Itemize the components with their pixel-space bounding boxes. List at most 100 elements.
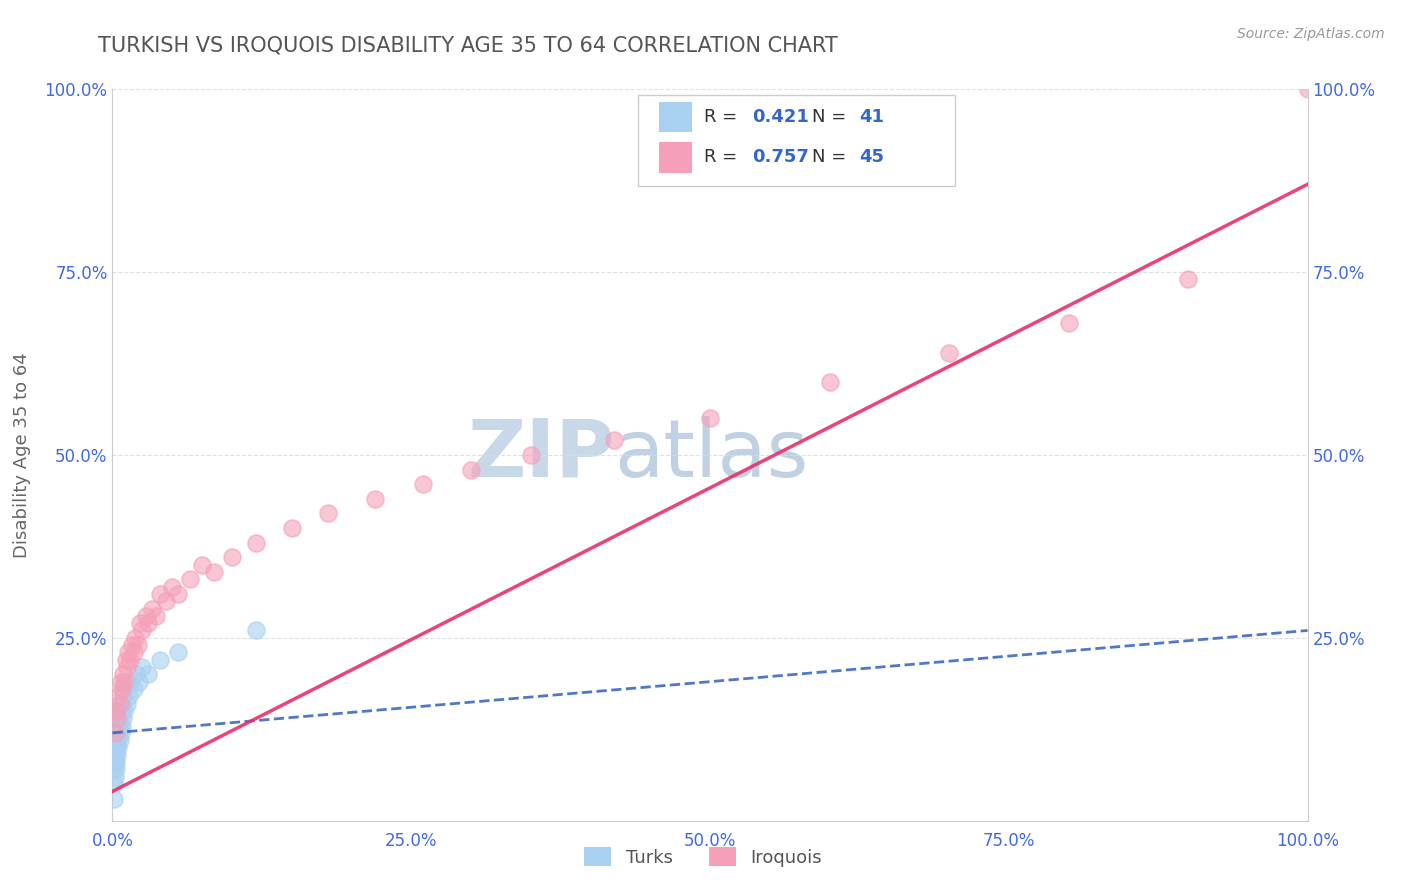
Point xyxy=(120,674,142,689)
Point xyxy=(603,434,626,448)
Point xyxy=(114,674,135,689)
Point xyxy=(1177,272,1199,286)
Y-axis label: Disability Age 35 to 64: Disability Age 35 to 64 xyxy=(13,352,31,558)
Text: N =: N = xyxy=(811,148,852,167)
Point xyxy=(104,726,127,740)
Point xyxy=(155,594,177,608)
Point xyxy=(117,645,139,659)
Point xyxy=(938,345,960,359)
Point xyxy=(120,653,142,667)
Point xyxy=(105,733,128,747)
Text: ZIP: ZIP xyxy=(467,416,614,494)
Point xyxy=(818,375,841,389)
Point xyxy=(121,638,143,652)
Text: 0.421: 0.421 xyxy=(752,108,808,126)
Point xyxy=(110,726,132,740)
Text: R =: R = xyxy=(704,108,742,126)
Point xyxy=(105,740,128,755)
Bar xyxy=(658,102,692,132)
Point xyxy=(104,755,127,769)
Point xyxy=(107,740,129,755)
Point xyxy=(112,667,135,681)
Point xyxy=(131,624,153,638)
Point xyxy=(103,791,125,805)
Point xyxy=(316,507,339,521)
Point xyxy=(221,550,243,565)
Point xyxy=(245,535,267,549)
Point xyxy=(108,704,131,718)
Point xyxy=(122,681,145,696)
Point xyxy=(122,645,145,659)
Point xyxy=(110,704,132,718)
Text: N =: N = xyxy=(811,108,852,126)
Point xyxy=(115,697,138,711)
Point xyxy=(128,674,150,689)
Point xyxy=(141,601,163,615)
Point xyxy=(105,726,128,740)
Point xyxy=(111,697,134,711)
FancyBboxPatch shape xyxy=(638,95,955,186)
Point xyxy=(145,608,167,623)
Point xyxy=(127,638,149,652)
Point xyxy=(115,660,138,674)
Point xyxy=(111,681,134,696)
Point xyxy=(108,718,131,732)
Point xyxy=(107,704,129,718)
Point xyxy=(162,580,183,594)
Point xyxy=(105,704,128,718)
Text: Source: ZipAtlas.com: Source: ZipAtlas.com xyxy=(1237,27,1385,41)
Point xyxy=(118,690,141,704)
Point xyxy=(149,587,172,601)
Point xyxy=(129,616,152,631)
Point xyxy=(131,660,153,674)
Point xyxy=(115,674,138,689)
Legend: Turks, Iroquois: Turks, Iroquois xyxy=(576,840,830,874)
Point xyxy=(191,558,214,572)
Point xyxy=(124,631,146,645)
Point xyxy=(520,448,543,462)
Point xyxy=(112,690,135,704)
Point xyxy=(103,763,125,777)
Text: TURKISH VS IROQUOIS DISABILITY AGE 35 TO 64 CORRELATION CHART: TURKISH VS IROQUOIS DISABILITY AGE 35 TO… xyxy=(98,36,838,55)
Text: atlas: atlas xyxy=(614,416,808,494)
Point xyxy=(105,718,128,732)
Point xyxy=(107,726,129,740)
Point xyxy=(111,718,134,732)
Point xyxy=(1057,316,1080,330)
Point xyxy=(114,653,136,667)
Point xyxy=(460,462,482,476)
Point xyxy=(149,653,172,667)
Point xyxy=(138,667,160,681)
Point xyxy=(112,711,135,725)
Point xyxy=(108,733,131,747)
Point xyxy=(167,587,190,601)
Point xyxy=(105,747,128,762)
Point xyxy=(114,681,135,696)
Point xyxy=(105,763,128,777)
Point xyxy=(1296,82,1319,96)
Point xyxy=(364,491,387,506)
Text: 45: 45 xyxy=(859,148,884,167)
Point xyxy=(103,777,125,791)
Point xyxy=(108,697,131,711)
Text: 0.757: 0.757 xyxy=(752,148,808,167)
Point xyxy=(107,711,129,725)
Text: 41: 41 xyxy=(859,108,884,126)
Point xyxy=(105,755,128,769)
Bar xyxy=(658,142,692,173)
Point xyxy=(138,616,160,631)
Point xyxy=(114,704,135,718)
Point xyxy=(105,711,128,725)
Text: R =: R = xyxy=(704,148,742,167)
Point xyxy=(202,565,225,579)
Point xyxy=(104,747,127,762)
Point xyxy=(699,411,721,425)
Point xyxy=(125,667,148,681)
Point xyxy=(412,477,434,491)
Point xyxy=(281,521,304,535)
Point xyxy=(107,690,129,704)
Point xyxy=(104,770,127,784)
Point xyxy=(245,624,267,638)
Point xyxy=(135,608,157,623)
Point xyxy=(104,740,127,755)
